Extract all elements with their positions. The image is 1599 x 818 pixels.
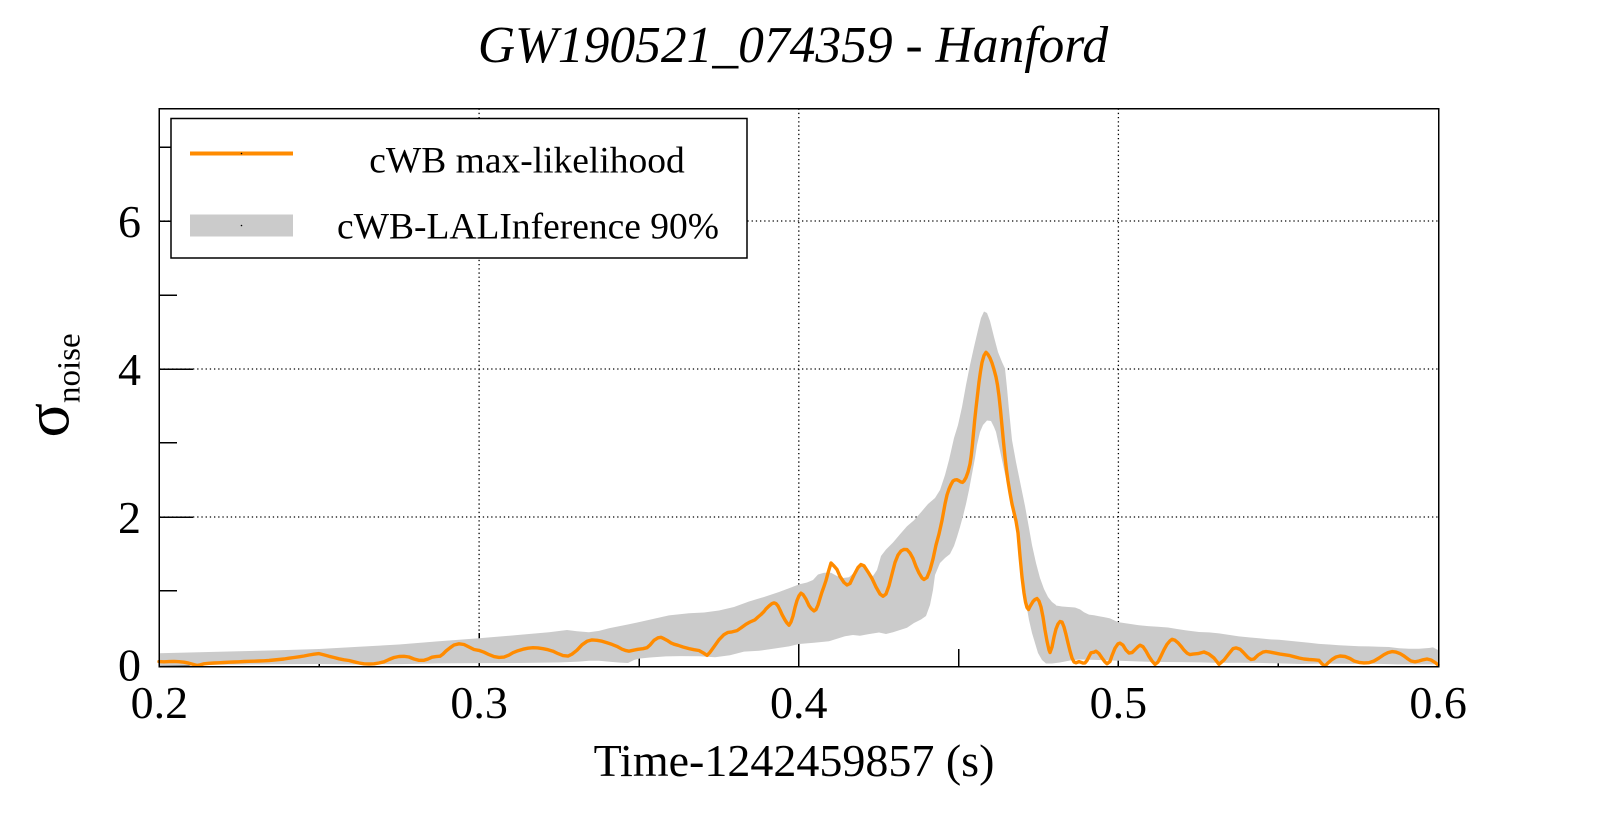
svg-text:cWB max-likelihood: cWB max-likelihood bbox=[369, 141, 685, 182]
svg-text:Time-1242459857 (s): Time-1242459857 (s) bbox=[594, 735, 995, 786]
svg-text:0.5: 0.5 bbox=[1090, 677, 1148, 728]
svg-text:0: 0 bbox=[118, 639, 141, 690]
svg-text:0.2: 0.2 bbox=[131, 677, 189, 728]
svg-text:cWB-LALInference 90%: cWB-LALInference 90% bbox=[337, 207, 719, 248]
svg-text:6: 6 bbox=[118, 196, 141, 247]
svg-text:2: 2 bbox=[118, 492, 141, 543]
svg-text:0.6: 0.6 bbox=[1409, 677, 1467, 728]
svg-text:GW190521_074359 - Hanford: GW190521_074359 - Hanford bbox=[478, 17, 1109, 74]
svg-text:0.4: 0.4 bbox=[770, 677, 828, 728]
svg-text:4: 4 bbox=[118, 344, 141, 395]
svg-text:0.3: 0.3 bbox=[450, 677, 508, 728]
